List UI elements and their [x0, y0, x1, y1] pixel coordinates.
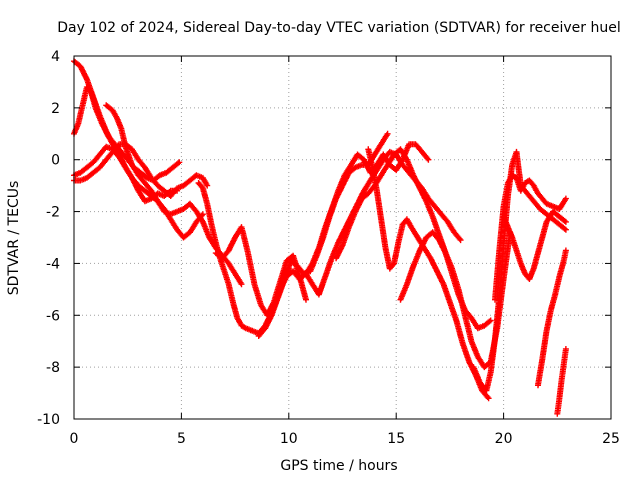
- y-tick-label: -6: [46, 308, 60, 324]
- series-arc-5: [103, 102, 245, 288]
- series-arc-15: [492, 172, 569, 303]
- series-arc-17: [535, 247, 569, 389]
- x-tick-label: 15: [387, 431, 405, 447]
- x-tick-label: 10: [280, 431, 298, 447]
- x-tick-label: 20: [495, 431, 513, 447]
- axis-ticks: [73, 55, 612, 420]
- series-arc-18: [554, 346, 569, 417]
- series-arc-16: [500, 208, 569, 282]
- y-tick-label: 4: [51, 49, 60, 65]
- x-tick-label: 25: [602, 431, 620, 447]
- y-tick-label: 0: [51, 153, 60, 169]
- y-tick-label: -4: [46, 256, 60, 272]
- grid-lines: [74, 56, 611, 419]
- chart-title: Day 102 of 2024, Sidereal Day-to-day VTE…: [57, 20, 620, 36]
- y-tick-label: 2: [51, 101, 60, 117]
- y-tick-label: -10: [37, 412, 60, 428]
- x-axis-label: GPS time / hours: [280, 458, 397, 474]
- y-axis-label: SDTVAR / TECUs: [6, 181, 22, 296]
- y-tick-label: -8: [46, 360, 60, 376]
- x-tick-label: 0: [70, 431, 79, 447]
- x-tick-label: 5: [177, 431, 186, 447]
- plot-frame: [73, 55, 612, 420]
- tick-labels: 0 5 10 15 20 25 -10 -8 -6 -4 -2 0 2 4: [37, 49, 620, 447]
- y-tick-label: -2: [46, 205, 60, 221]
- series-arc-12: [365, 146, 492, 402]
